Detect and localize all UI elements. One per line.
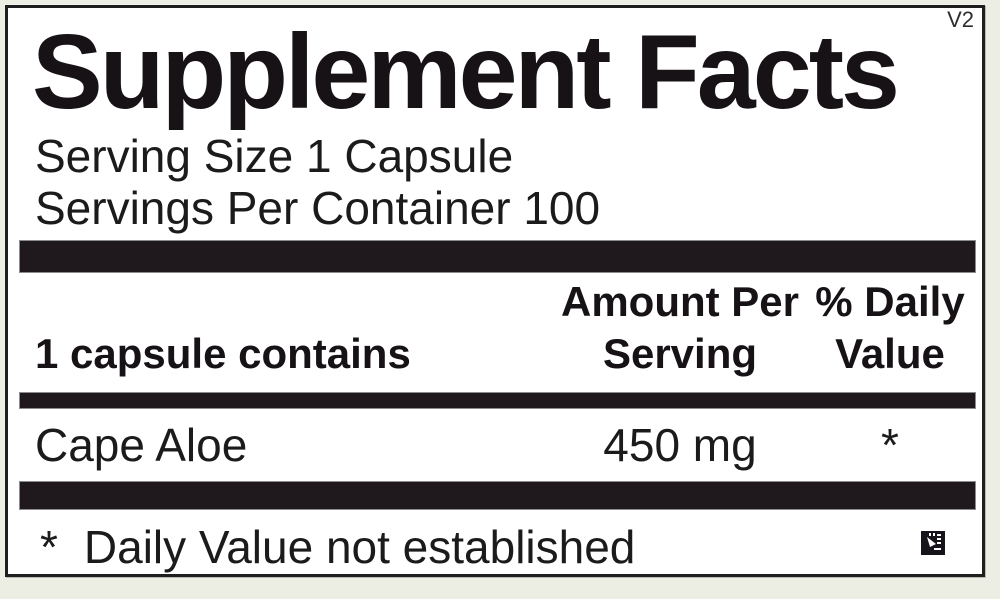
header-amount-line1: Amount Per: [560, 278, 799, 325]
ingredient-daily-value: *: [881, 419, 899, 471]
servings-per-container-text: Servings Per Container 100: [35, 182, 601, 234]
divider-bar-thick-top: [19, 240, 976, 273]
serving-info: Serving Size 1 Capsule Servings Per Cont…: [35, 130, 600, 234]
ingredient-name: Cape Aloe: [35, 419, 248, 471]
printer-mark-icon: [921, 531, 945, 555]
divider-bar-thin: [19, 392, 976, 409]
version-tag: V2: [947, 7, 974, 32]
header-dv-line2: Value: [835, 330, 945, 377]
ingredient-row: Cape Aloe 450 mg *: [20, 420, 975, 470]
ingredient-amount: 450 mg: [603, 419, 757, 471]
divider-bar-thick-bottom: [19, 481, 976, 510]
table-header-row: 1 capsule contains Amount Per Serving % …: [20, 276, 975, 380]
serving-size-text: Serving Size 1 Capsule: [35, 130, 514, 182]
header-percent-daily-value: % Daily Value: [805, 276, 975, 380]
header-dv-line1: % Daily: [815, 278, 965, 325]
footnote-asterisk: *: [40, 521, 58, 573]
footnote: * Daily Value not established: [20, 522, 975, 572]
header-amount-line2: Serving: [602, 330, 758, 377]
header-amount-per-serving: Amount Per Serving: [555, 276, 805, 380]
supplement-facts-panel: V2 Supplement Facts Serving Size 1 Capsu…: [5, 5, 985, 577]
supplement-facts-title: Supplement Facts: [32, 13, 900, 131]
footnote-text: Daily Value not established: [83, 521, 636, 573]
header-capsule-contains: 1 capsule contains: [35, 330, 411, 377]
